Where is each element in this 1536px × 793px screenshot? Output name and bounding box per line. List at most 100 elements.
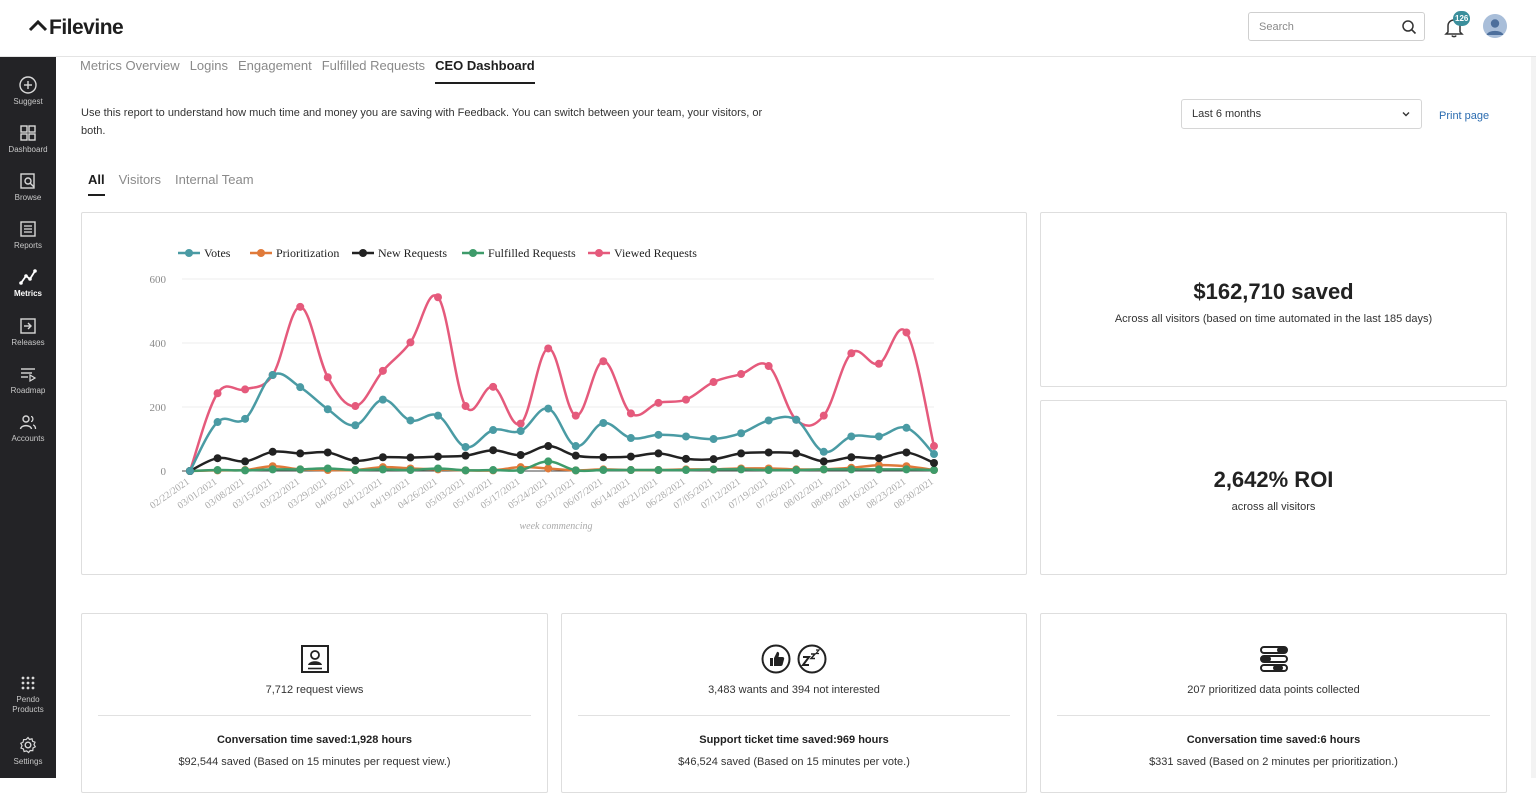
notification-badge: 126: [1453, 11, 1471, 26]
tab-metrics-overview[interactable]: Metrics Overview: [80, 58, 180, 73]
data-point: [544, 464, 553, 473]
data-point: [930, 459, 938, 467]
divider: [578, 715, 1010, 716]
top-header: Filevine 126: [0, 0, 1536, 57]
sidebar-item-label: Settings: [13, 757, 43, 766]
sidebar-item-releases[interactable]: Releases: [0, 310, 56, 356]
print-page-link[interactable]: Print page: [1439, 110, 1490, 122]
saved-caption: Across all visitors (based on time autom…: [1114, 313, 1433, 325]
releases-icon: [20, 318, 36, 334]
sliders-icon: [1259, 646, 1288, 672]
data-point: [241, 385, 250, 394]
data-point: [792, 415, 801, 424]
data-point: [213, 389, 222, 398]
data-point: [351, 466, 360, 475]
data-point: [599, 466, 608, 475]
data-point: [296, 302, 305, 311]
data-point: [296, 465, 305, 474]
tab-engagement[interactable]: Engagement: [238, 58, 312, 73]
data-point: [461, 402, 470, 411]
request-views-text: 7,712 request views: [265, 684, 364, 696]
votes-card: 3,483 wants and 394 not interested Suppo…: [561, 613, 1027, 793]
data-point: [654, 430, 663, 439]
search-icon[interactable]: [1401, 19, 1417, 35]
y-tick-label: 200: [150, 402, 167, 414]
votes-money-saved: $46,524 saved (Based on 15 minutes per v…: [678, 756, 910, 768]
divider: [98, 715, 531, 716]
sidebar-item-dashboard[interactable]: Dashboard: [0, 117, 56, 163]
data-point: [378, 465, 387, 474]
filevine-logo[interactable]: Filevine: [28, 14, 124, 42]
sidebar-item-suggest[interactable]: Suggest: [0, 69, 56, 115]
legend-entry: Votes: [204, 246, 231, 260]
data-point: [434, 293, 442, 302]
apps-grid-icon: [21, 676, 35, 690]
data-point: [351, 402, 360, 411]
thumbs-up-zzz-icon: [761, 644, 827, 674]
data-point: [930, 442, 938, 451]
series-line: [189, 460, 935, 473]
legend-swatch-dot: [359, 249, 367, 257]
data-point: [516, 451, 525, 459]
period-select[interactable]: Last 6 months: [1181, 99, 1422, 129]
prioritization-card: 207 prioritized data points collected Co…: [1040, 613, 1507, 793]
data-point: [847, 432, 856, 441]
sidebar-item-accounts[interactable]: Accounts: [0, 406, 56, 452]
request-views-card: 7,712 request views Conversation time sa…: [81, 613, 548, 793]
logo-text: Filevine: [49, 16, 124, 39]
data-point: [406, 416, 415, 425]
sidebar-item-metrics[interactable]: Metrics: [0, 261, 56, 307]
search-input[interactable]: [1249, 13, 1389, 40]
tab-fulfilled-requests[interactable]: Fulfilled Requests: [321, 58, 426, 73]
data-point: [406, 466, 415, 475]
data-point: [323, 464, 332, 473]
data-point: [737, 465, 746, 474]
sidebar-item-label: Metrics: [13, 289, 42, 298]
sidebar-item-browse[interactable]: Browse: [0, 165, 56, 211]
sidebar-item-roadmap[interactable]: Roadmap: [0, 358, 56, 404]
data-point: [682, 395, 690, 404]
data-point: [654, 449, 663, 458]
data-point: [819, 447, 828, 456]
request-card-icon: [300, 645, 329, 673]
data-point: [544, 344, 553, 353]
subtab-visitors[interactable]: Visitors: [118, 172, 162, 187]
prioritization-time-saved: Conversation time saved:6 hours: [1186, 734, 1361, 746]
data-point: [709, 378, 718, 387]
sidebar-item-label: Dashboard: [8, 145, 48, 154]
sidebar-item-label: Products: [12, 705, 44, 714]
tab-logins[interactable]: Logins: [189, 58, 228, 73]
legend-swatch-dot: [257, 249, 265, 257]
tab-ceo-dashboard[interactable]: CEO Dashboard: [435, 58, 535, 84]
request-views-money-saved: $92,544 saved (Based on 15 minutes per r…: [178, 756, 451, 768]
metrics-tabs: Metrics Overview Logins Engagement Fulfi…: [80, 58, 545, 84]
prioritization-text: 207 prioritized data points collected: [1187, 684, 1360, 696]
legend-swatch-dot: [595, 249, 603, 257]
data-point: [874, 454, 883, 463]
data-point: [682, 466, 690, 475]
sidebar-item-settings[interactable]: Settings: [0, 729, 56, 775]
avatar-user-icon: [1483, 14, 1507, 38]
data-point: [516, 466, 525, 475]
data-point: [434, 411, 442, 420]
sidebar-item-reports[interactable]: Reports: [0, 213, 56, 259]
data-point: [930, 466, 938, 475]
sidebar-item-label: Pendo: [16, 695, 40, 704]
user-avatar[interactable]: [1483, 14, 1507, 38]
subtab-internal-team[interactable]: Internal Team: [175, 172, 254, 187]
data-point: [544, 457, 553, 466]
subtab-all[interactable]: All: [88, 172, 105, 196]
data-point: [874, 359, 883, 368]
data-point: [874, 432, 883, 441]
search-box[interactable]: [1248, 12, 1425, 41]
data-point: [682, 432, 690, 441]
sidebar-item-pendo-products[interactable]: Pendo Products: [0, 667, 56, 717]
metrics-line-chart: 020040060002/22/202103/01/202103/08/2021…: [148, 246, 938, 532]
data-point: [489, 466, 498, 475]
roi-caption: across all visitors: [1231, 501, 1316, 513]
data-point: [682, 454, 690, 463]
grid-icon: [20, 125, 36, 141]
y-tick-label: 400: [150, 338, 167, 350]
page-scrollbar[interactable]: [1531, 57, 1536, 778]
logo-chevron-icon: [28, 19, 48, 32]
